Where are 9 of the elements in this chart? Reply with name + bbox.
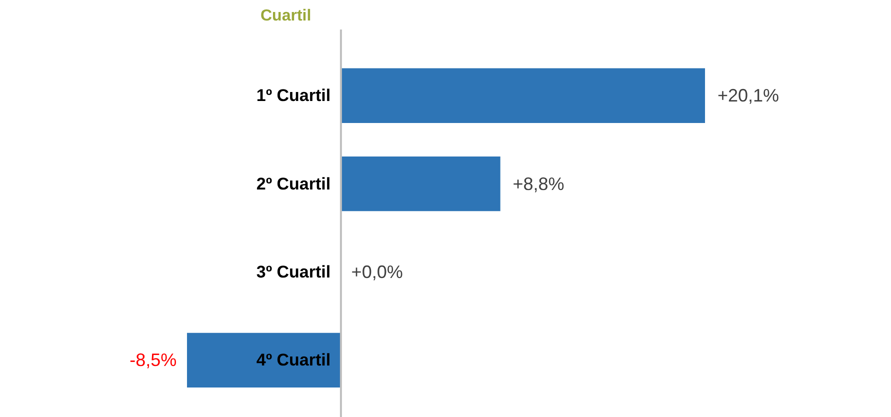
y-tick-label: 2º Cuartil xyxy=(256,174,331,194)
chart-title: Cuartil xyxy=(260,8,312,24)
data-label: +20,1% xyxy=(717,86,780,106)
y-tick-label: 3º Cuartil xyxy=(256,262,331,282)
data-label: +0,0% xyxy=(351,262,403,282)
y-tick-label: 1º Cuartil xyxy=(256,86,331,106)
data-label: -8,5% xyxy=(130,350,177,370)
y-tick-label: 4º Cuartil xyxy=(256,350,331,370)
data-label: +8,8% xyxy=(512,174,564,194)
